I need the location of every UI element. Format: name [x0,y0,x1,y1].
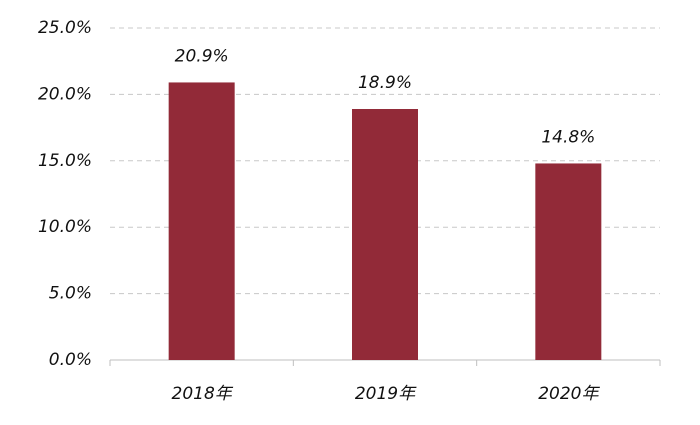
y-tick-label: 20.0% [38,84,92,104]
bar [535,163,602,360]
y-tick-label: 15.0% [38,151,92,171]
x-tick-label: 2018年 [172,384,234,404]
value-label: 14.8% [541,127,595,147]
y-tick-label: 10.0% [38,217,92,237]
x-tick-label: 2019年 [355,384,417,404]
x-tick-label: 2020年 [538,384,600,404]
value-label: 20.9% [175,46,229,66]
y-tick-label: 5.0% [49,284,92,304]
bar [352,109,418,361]
bar [168,82,235,360]
value-label: 18.9% [358,73,412,93]
y-tick-label: 0.0% [49,350,92,370]
y-tick-label: 25.0% [38,18,92,38]
